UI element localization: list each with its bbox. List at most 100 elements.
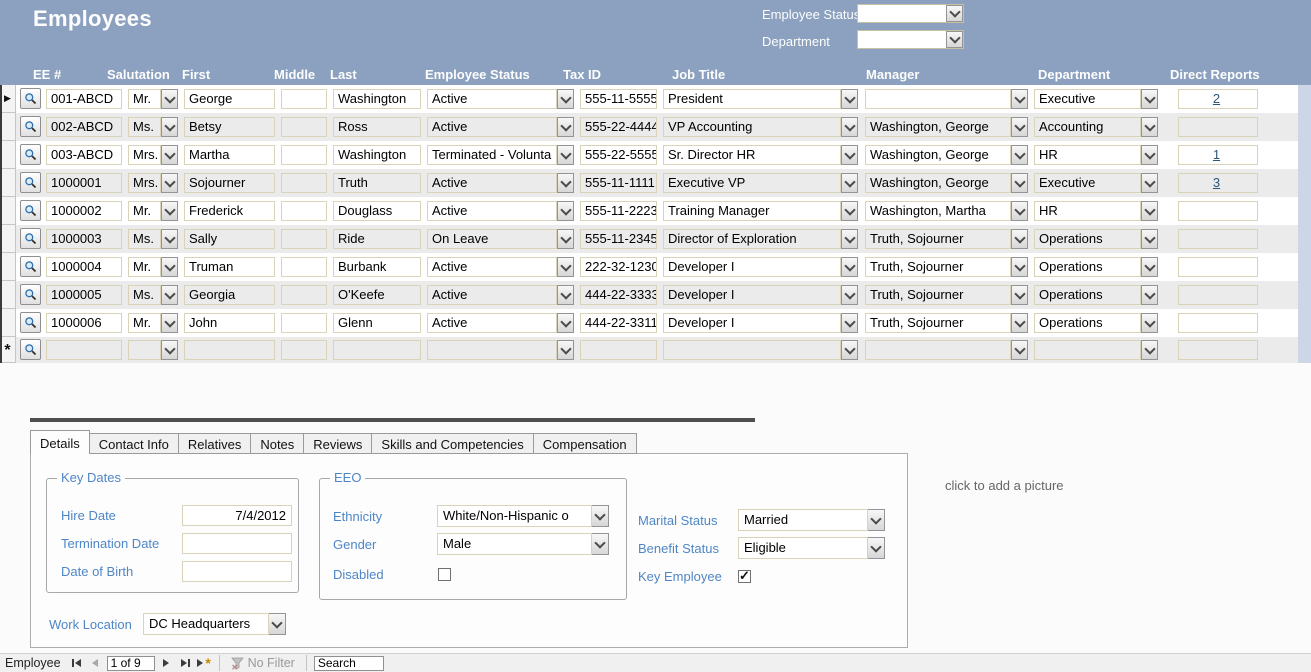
date-of-birth-field[interactable] [182, 561, 292, 582]
cell-status[interactable]: Active [427, 89, 557, 109]
cell-department[interactable]: HR [1034, 201, 1141, 221]
cell-title[interactable]: Developer I [663, 285, 841, 305]
open-record-button[interactable] [20, 256, 41, 277]
cell-last[interactable]: Burbank [333, 257, 421, 277]
cell-manager[interactable] [865, 340, 1011, 360]
department-filter-combo[interactable] [857, 30, 964, 49]
record-selector[interactable] [0, 113, 16, 141]
cell-department[interactable]: Operations [1034, 313, 1141, 333]
cell-last[interactable]: Truth [333, 173, 421, 193]
cell-status[interactable]: Terminated - Volunta [427, 145, 557, 165]
cell-reports[interactable] [1178, 313, 1258, 333]
cell-salutation[interactable]: Ms. [128, 285, 161, 305]
chevron-down-icon[interactable] [1141, 313, 1158, 333]
cell-middle[interactable] [281, 340, 327, 360]
cell-salutation[interactable] [128, 340, 161, 360]
cell-middle[interactable] [281, 145, 327, 165]
cell-salutation[interactable]: Ms. [128, 117, 161, 137]
chevron-down-icon[interactable] [1011, 313, 1028, 333]
chevron-down-icon[interactable] [1011, 89, 1028, 109]
cell-department[interactable]: Operations [1034, 257, 1141, 277]
cell-ee[interactable]: 1000001 [46, 173, 122, 193]
open-record-button[interactable] [20, 172, 41, 193]
cell-first[interactable]: George [184, 89, 275, 109]
cell-last[interactable]: Ride [333, 229, 421, 249]
cell-tax[interactable]: 555-11-1111 [580, 173, 657, 193]
chevron-down-icon[interactable] [1011, 285, 1028, 305]
employee-status-filter-combo[interactable] [857, 4, 964, 23]
chevron-down-icon[interactable] [1011, 173, 1028, 193]
no-filter-button[interactable]: No Filter [225, 655, 301, 671]
chevron-down-icon[interactable] [557, 201, 574, 221]
cell-ee[interactable] [46, 340, 122, 360]
chevron-down-icon[interactable] [841, 257, 858, 277]
next-record-button[interactable] [158, 655, 175, 671]
chevron-down-icon[interactable] [841, 145, 858, 165]
chevron-down-icon[interactable] [592, 505, 609, 527]
chevron-down-icon[interactable] [557, 340, 574, 360]
chevron-down-icon[interactable] [946, 31, 963, 48]
search-input[interactable] [313, 655, 384, 671]
cell-status[interactable]: Active [427, 117, 557, 137]
cell-status[interactable]: Active [427, 257, 557, 277]
cell-tax[interactable] [580, 340, 657, 360]
marital-status-combo[interactable]: Married [738, 509, 885, 531]
cell-reports[interactable]: 3 [1178, 173, 1258, 193]
hire-date-field[interactable]: 7/4/2012 [182, 505, 292, 526]
cell-middle[interactable] [281, 201, 327, 221]
cell-title[interactable]: Training Manager [663, 201, 841, 221]
cell-title[interactable]: Developer I [663, 257, 841, 277]
record-selector[interactable] [0, 253, 16, 281]
chevron-down-icon[interactable] [161, 173, 178, 193]
cell-department[interactable]: Executive [1034, 173, 1141, 193]
chevron-down-icon[interactable] [841, 285, 858, 305]
last-record-button[interactable] [177, 655, 194, 671]
cell-tax[interactable]: 222-32-1230 [580, 257, 657, 277]
record-selector[interactable]: * [0, 337, 16, 363]
chevron-down-icon[interactable] [1141, 340, 1158, 360]
cell-manager[interactable]: Washington, Martha [865, 201, 1011, 221]
cell-department[interactable]: Operations [1034, 285, 1141, 305]
direct-reports-link[interactable]: 2 [1212, 91, 1221, 106]
marital-status-value[interactable]: Married [738, 509, 868, 531]
cell-department[interactable] [1034, 340, 1141, 360]
cell-title[interactable]: President [663, 89, 841, 109]
cell-manager[interactable]: Truth, Sojourner [865, 285, 1011, 305]
cell-status[interactable]: Active [427, 285, 557, 305]
cell-tax[interactable]: 555-22-4444 [580, 117, 657, 137]
cell-title[interactable]: VP Accounting [663, 117, 841, 137]
chevron-down-icon[interactable] [557, 257, 574, 277]
cell-first[interactable]: Martha [184, 145, 275, 165]
chevron-down-icon[interactable] [161, 89, 178, 109]
cell-middle[interactable] [281, 173, 327, 193]
cell-first[interactable]: Frederick [184, 201, 275, 221]
cell-manager[interactable]: Washington, George [865, 145, 1011, 165]
cell-manager[interactable] [865, 89, 1011, 109]
cell-department[interactable]: HR [1034, 145, 1141, 165]
add-picture-placeholder[interactable]: click to add a picture [945, 478, 1064, 493]
chevron-down-icon[interactable] [841, 89, 858, 109]
cell-status[interactable]: Active [427, 173, 557, 193]
cell-middle[interactable] [281, 89, 327, 109]
cell-first[interactable] [184, 340, 275, 360]
cell-title[interactable] [663, 340, 841, 360]
record-selector[interactable] [0, 281, 16, 309]
cell-last[interactable]: Washington [333, 89, 421, 109]
cell-middle[interactable] [281, 229, 327, 249]
chevron-down-icon[interactable] [1141, 257, 1158, 277]
cell-first[interactable]: Sojourner [184, 173, 275, 193]
chevron-down-icon[interactable] [868, 537, 885, 559]
chevron-down-icon[interactable] [557, 145, 574, 165]
open-record-button[interactable] [20, 284, 41, 305]
tab-relatives[interactable]: Relatives [177, 433, 252, 454]
cell-status[interactable]: Active [427, 201, 557, 221]
chevron-down-icon[interactable] [1011, 257, 1028, 277]
chevron-down-icon[interactable] [841, 173, 858, 193]
tab-details[interactable]: Details [30, 430, 90, 454]
chevron-down-icon[interactable] [1011, 229, 1028, 249]
cell-reports[interactable]: 2 [1178, 89, 1258, 109]
chevron-down-icon[interactable] [946, 5, 963, 22]
chevron-down-icon[interactable] [161, 117, 178, 137]
chevron-down-icon[interactable] [1141, 145, 1158, 165]
chevron-down-icon[interactable] [1141, 229, 1158, 249]
